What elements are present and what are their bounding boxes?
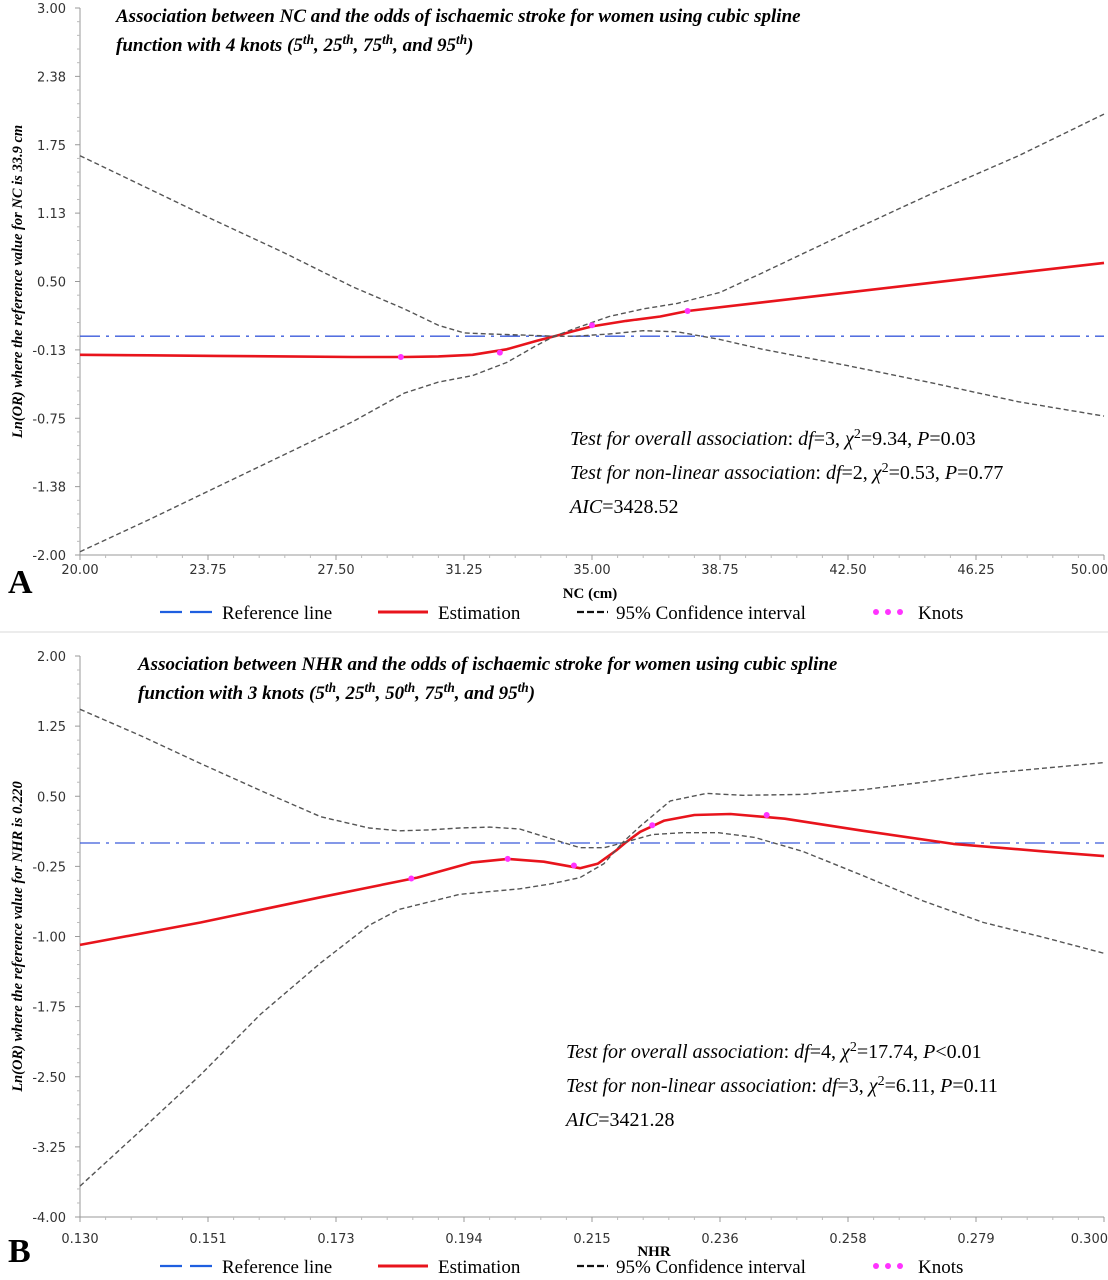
x-axis-label: NC (cm) — [563, 586, 618, 602]
x-tick-label: 0.173 — [317, 1232, 354, 1247]
chart-panel-a: 3.00 2.38 1.75 1.13 0.50 -0.13 -0.75 -1.38 -2.00… — [8, 2, 1108, 624]
knot-point — [408, 875, 415, 882]
x-tick-label: 0.279 — [957, 1232, 994, 1247]
x-tick-label: 20.00 — [61, 563, 98, 578]
stats-line: Test for non-linear association: df=3, χ… — [566, 1074, 998, 1098]
panel-label: B — [8, 1233, 31, 1270]
legend: Reference line Estimation 95% Confidence i… — [160, 1257, 963, 1278]
y-tick-label: -4.00 — [32, 1211, 66, 1226]
y-axis-label: Ln(OR) where the reference value for NC … — [10, 125, 26, 439]
stats-line: Test for non-linear association: df=2, χ… — [570, 461, 1003, 485]
knot-point — [684, 308, 691, 315]
y-tick-label: 2.00 — [37, 650, 66, 665]
y-tick-label: 1.13 — [37, 207, 66, 222]
legend-knots-symbol — [873, 1263, 879, 1269]
y-axis-label: Ln(OR) where the reference value for NHR… — [10, 781, 26, 1093]
legend-knots-symbol — [897, 609, 903, 615]
chart-title-line: Association between NHR and the odds of … — [137, 654, 838, 675]
panel-label: A — [8, 564, 33, 601]
stats-line: Test for overall association: df=4, χ2=1… — [566, 1040, 982, 1064]
y-tick-label: -1.75 — [32, 1001, 66, 1016]
y-tick-label: -2.50 — [32, 1071, 66, 1086]
ci-lower-line — [79, 832, 1105, 1187]
x-tick-label: 0.300 — [1071, 1232, 1108, 1247]
legend-label: Knots — [918, 1257, 963, 1278]
y-tick-label: -0.13 — [32, 344, 66, 359]
x-tick-label: 50.00 — [1071, 563, 1108, 578]
legend-knots-symbol — [873, 609, 879, 615]
knot-point — [570, 862, 577, 869]
legend-label: 95% Confidence interval — [616, 603, 806, 624]
y-tick-label: 0.50 — [37, 276, 66, 291]
chart-title-line: function with 3 knots (5th, 25th, 50th, … — [138, 680, 535, 705]
x-tick-label: 0.151 — [189, 1232, 226, 1247]
legend-label: Estimation — [438, 603, 521, 624]
legend: Reference line Estimation 95% Confidence i… — [160, 603, 963, 624]
knot-point — [763, 811, 770, 818]
ci-upper-line — [79, 708, 1105, 849]
ci-upper-line — [79, 113, 1105, 337]
x-tick-label: 0.130 — [61, 1232, 98, 1247]
legend-knots-symbol — [885, 1263, 891, 1269]
y-tick-label: 3.00 — [37, 2, 66, 17]
x-tick-label: 46.25 — [957, 563, 994, 578]
y-tick-label: -1.00 — [32, 931, 66, 946]
y-tick-label: -1.38 — [32, 481, 66, 496]
estimation-line — [79, 812, 1105, 947]
knot-point — [397, 353, 404, 360]
x-tick-label: 42.50 — [829, 563, 866, 578]
y-tick-label: -0.75 — [32, 412, 66, 427]
x-tick-label: 35.00 — [573, 563, 610, 578]
legend-knots-symbol — [885, 609, 891, 615]
knot-point — [649, 822, 656, 829]
x-axis-label: NHR — [637, 1244, 671, 1260]
legend-label: Reference line — [222, 603, 332, 624]
x-tick-label: 23.75 — [189, 563, 226, 578]
legend-label: Knots — [918, 603, 963, 624]
y-tick-label: 0.50 — [37, 790, 66, 805]
x-tick-label: 31.25 — [445, 563, 482, 578]
x-tick-label: 0.258 — [829, 1232, 866, 1247]
y-tick-label: -2.00 — [32, 549, 66, 564]
chart-title-line: Association between NC and the odds of i… — [115, 6, 801, 27]
chart-title-line: function with 4 knots (5th, 25th, 75th, … — [116, 32, 473, 57]
y-tick-label: 1.25 — [37, 720, 66, 735]
estimation-line — [79, 261, 1105, 359]
x-tick-label: 38.75 — [701, 563, 738, 578]
legend-label: 95% Confidence interval — [616, 1257, 806, 1278]
y-tick-label: 1.75 — [37, 139, 66, 154]
x-tick-label: 0.194 — [445, 1232, 482, 1247]
chart-panel-b: 2.00 1.25 0.50 -0.25 -1.00 -1.75 -2.50 -3.25 -4.… — [8, 650, 1108, 1278]
x-tick-label: 27.50 — [317, 563, 354, 578]
stats-line: Test for overall association: df=3, χ2=9… — [570, 427, 976, 451]
legend-label: Reference line — [222, 1257, 332, 1278]
stats-line: AIC=3421.28 — [564, 1109, 675, 1131]
x-tick-label: 0.236 — [701, 1232, 738, 1247]
y-tick-label: -3.25 — [32, 1141, 66, 1156]
y-tick-label: 2.38 — [37, 70, 66, 85]
x-tick-label: 0.215 — [573, 1232, 610, 1247]
knot-point — [589, 322, 595, 329]
ci-lower-line — [79, 330, 1105, 553]
knot-point — [504, 855, 511, 862]
knot-point — [496, 349, 503, 356]
stats-line: AIC=3428.52 — [568, 496, 679, 518]
y-tick-label: -0.25 — [32, 860, 66, 875]
legend-knots-symbol — [897, 1263, 903, 1269]
legend-label: Estimation — [438, 1257, 521, 1278]
